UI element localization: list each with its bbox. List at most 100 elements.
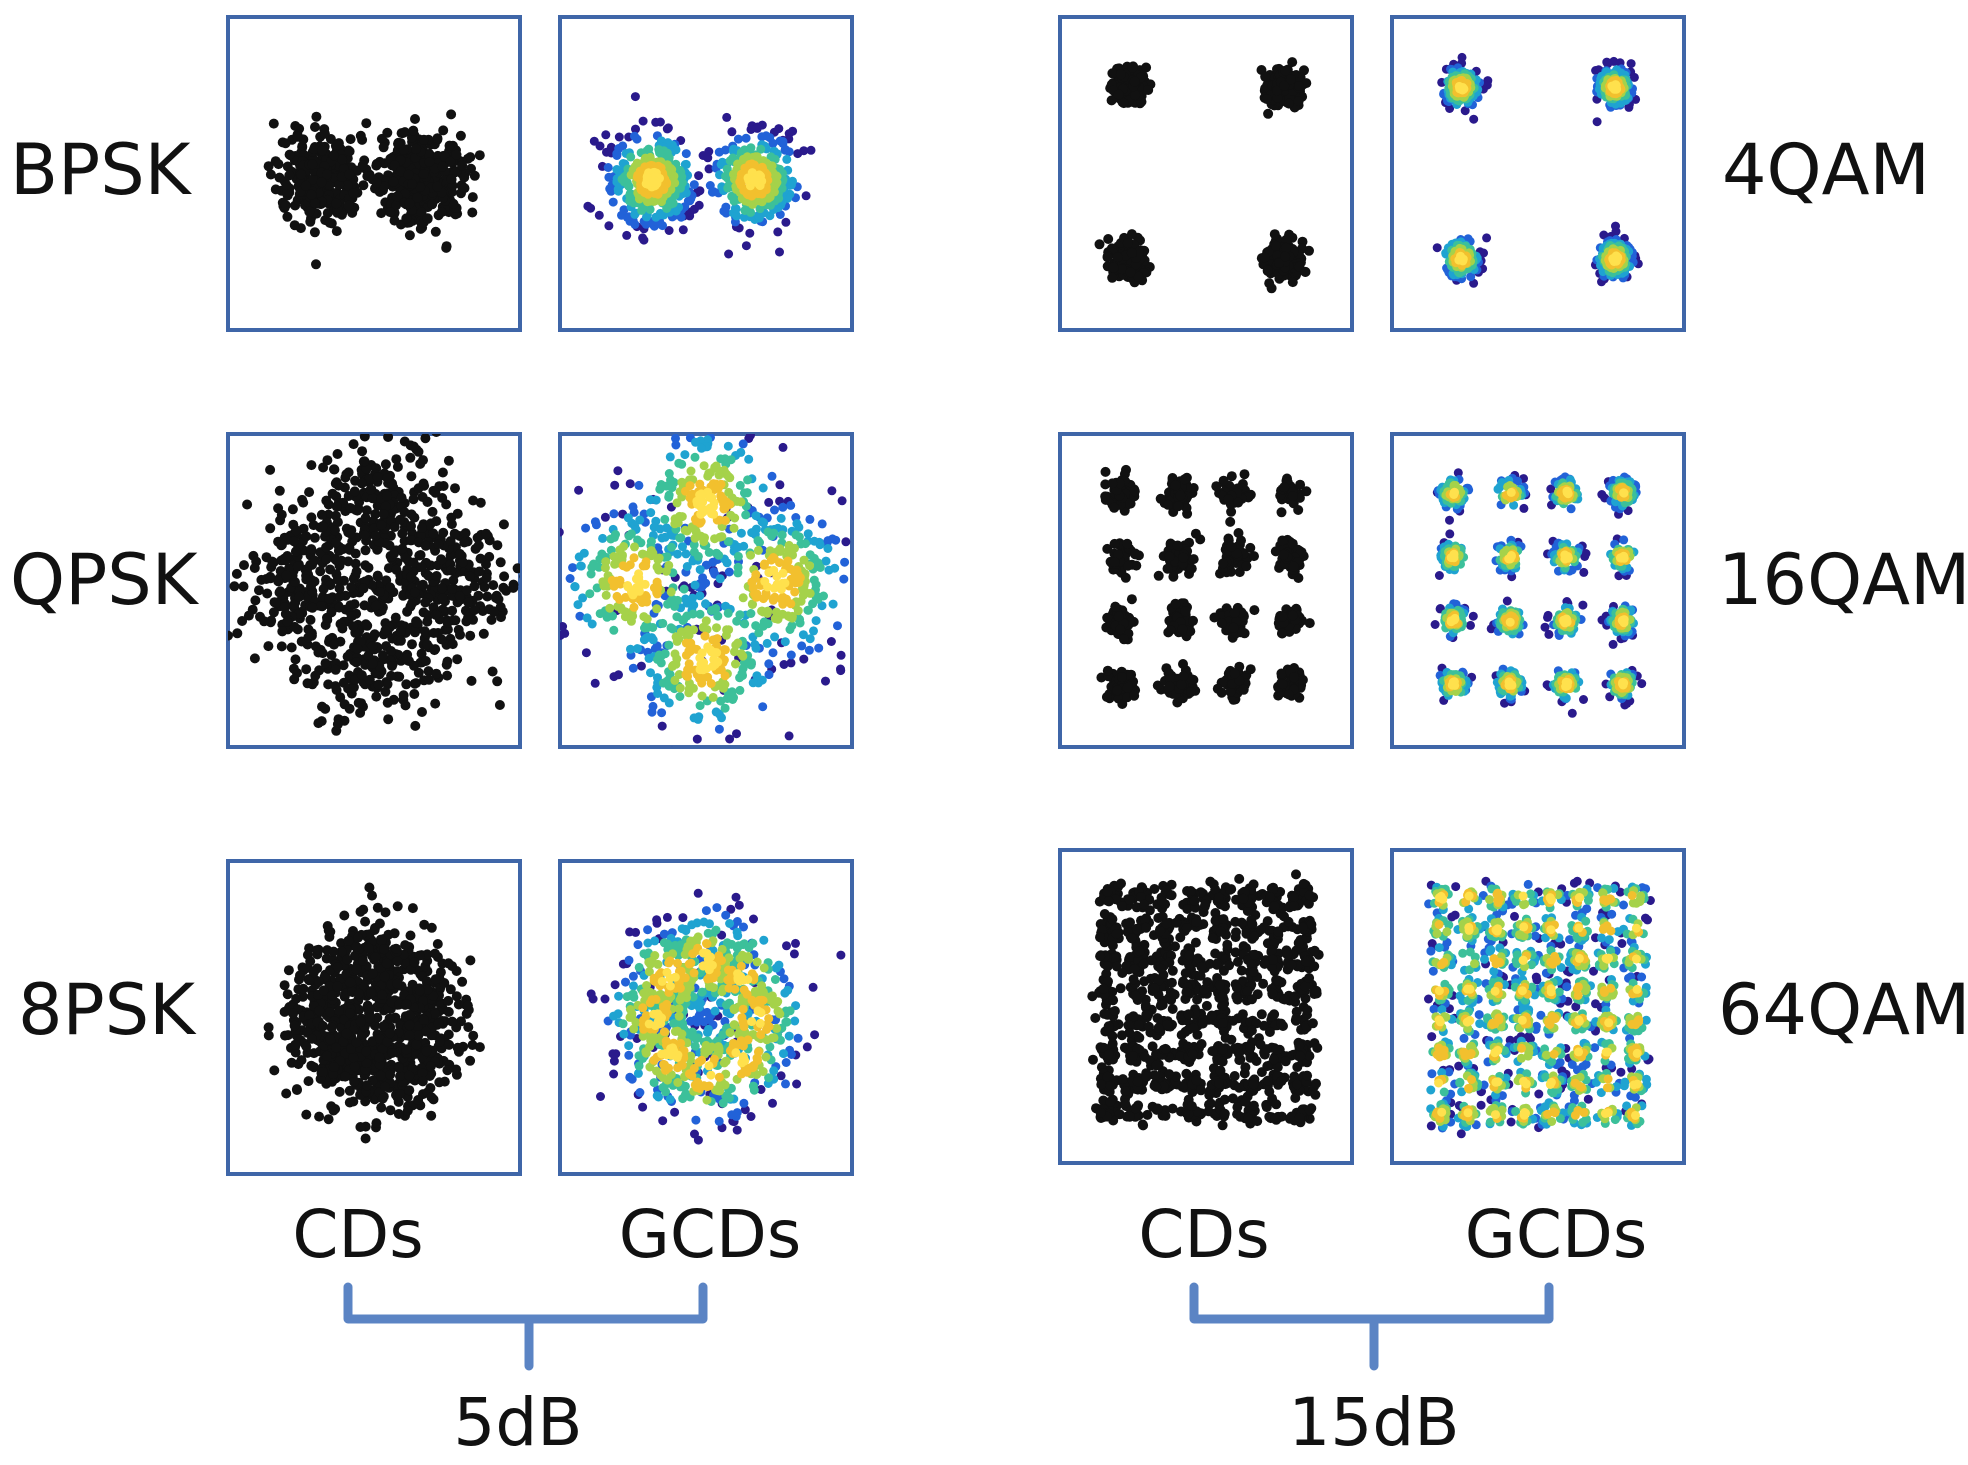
constellation-point	[658, 1116, 668, 1126]
constellation-point	[633, 644, 642, 654]
constellation-point	[691, 437, 700, 447]
constellation-point	[771, 963, 781, 973]
constellation-point	[723, 441, 733, 451]
constellation-point	[839, 574, 849, 584]
constellation-point	[323, 1114, 334, 1125]
constellation-point	[748, 678, 758, 688]
constellation-point	[636, 538, 646, 548]
constellation-point	[424, 520, 435, 531]
constellation-point	[381, 490, 392, 501]
constellation-point	[359, 434, 370, 442]
constellation-point	[265, 523, 276, 534]
constellation-point	[781, 217, 791, 227]
constellation-point	[833, 621, 842, 631]
constellation-point	[610, 480, 620, 490]
constellation-point	[797, 584, 807, 594]
constellation-point	[574, 485, 584, 495]
constellation-point	[330, 537, 341, 548]
constellation-point	[732, 729, 741, 739]
constellation-point	[560, 628, 570, 638]
constellation-point	[721, 202, 731, 212]
constellation-point	[724, 487, 734, 497]
panel-bpsk-gcds	[558, 15, 854, 332]
constellation-point	[724, 472, 734, 482]
constellation-point	[352, 643, 363, 654]
constellation-point	[292, 561, 303, 572]
constellation-point	[698, 497, 708, 507]
constellation-point	[743, 954, 753, 964]
constellation-point	[402, 606, 413, 617]
constellation-point	[348, 1052, 359, 1063]
constellation-point	[397, 543, 408, 554]
constellation-point	[420, 540, 431, 551]
constellation-point	[393, 1109, 404, 1119]
constellation-point	[629, 553, 639, 563]
constellation-point	[349, 1077, 360, 1087]
constellation-point	[464, 571, 475, 582]
constellation-point	[363, 562, 374, 573]
constellation-point	[284, 149, 295, 160]
constellation-point	[340, 1071, 351, 1082]
constellation-point	[755, 1018, 765, 1028]
constellation-point	[282, 551, 293, 561]
constellation-point	[429, 645, 440, 656]
constellation-point	[438, 527, 449, 538]
constellation-point	[777, 530, 787, 540]
constellation-point	[413, 1030, 424, 1041]
constellation-point	[773, 1006, 783, 1016]
constellation-point	[743, 475, 753, 485]
constellation-point	[404, 230, 415, 241]
constellation-point	[409, 587, 420, 598]
constellation-point	[626, 644, 635, 654]
constellation-point	[841, 537, 851, 547]
constellation-point	[306, 512, 317, 523]
constellation-point	[301, 664, 312, 675]
constellation-point	[648, 701, 658, 711]
constellation-point	[801, 191, 811, 201]
constellation-point	[635, 1088, 645, 1097]
constellation-point	[389, 928, 400, 939]
constellation-point	[242, 499, 253, 510]
constellation-point	[482, 591, 493, 602]
constellation-point	[392, 191, 403, 202]
constellation-point	[411, 143, 422, 154]
constellation-point	[736, 528, 746, 538]
constellation-point	[355, 130, 366, 141]
constellation-point	[508, 582, 519, 593]
constellation-point	[447, 583, 458, 594]
constellation-point	[733, 551, 743, 561]
constellation-point	[407, 639, 417, 650]
constellation-point	[389, 215, 400, 226]
constellation-point	[300, 180, 311, 191]
constellation-point	[643, 632, 653, 642]
constellation-point	[637, 549, 647, 559]
constellation-point	[380, 459, 391, 470]
constellation-point	[276, 539, 287, 550]
constellation-point	[387, 661, 397, 671]
constellation-point	[699, 658, 709, 667]
constellation-point	[382, 679, 393, 690]
constellation-point	[450, 483, 460, 494]
constellation-point	[280, 1030, 290, 1041]
constellation-point	[383, 714, 394, 725]
constellation-point	[327, 488, 338, 499]
constellation-point	[738, 593, 748, 603]
constellation-point	[405, 964, 416, 975]
constellation-point	[766, 555, 776, 565]
constellation-point	[422, 639, 433, 650]
constellation-point	[364, 473, 375, 484]
constellation-point	[406, 521, 416, 531]
constellation-point	[436, 207, 447, 218]
constellation-point	[699, 461, 709, 471]
constellation-point	[337, 154, 348, 165]
constellation-point	[653, 673, 662, 683]
constellation-point	[692, 734, 702, 744]
constellation-point	[364, 1013, 375, 1024]
constellation-point	[665, 1094, 675, 1104]
constellation-point	[761, 1052, 771, 1062]
constellation-point	[697, 987, 707, 997]
constellation-point	[596, 1092, 605, 1101]
constellation-point	[393, 138, 403, 149]
constellation-point	[630, 542, 639, 552]
constellation-point	[294, 591, 305, 602]
